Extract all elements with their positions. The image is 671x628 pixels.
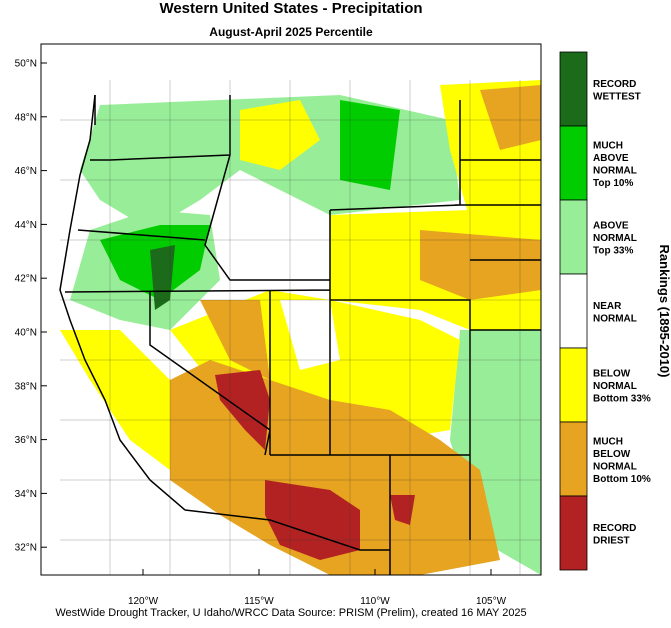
legend-label: ABOVE xyxy=(593,221,629,232)
lat-tick-label: 46°N xyxy=(15,166,37,177)
legend-swatch xyxy=(559,125,588,201)
title: Western United States - Precipitation xyxy=(159,0,422,17)
legend-label: ABOVE xyxy=(593,153,629,164)
lat-tick-label: 36°N xyxy=(15,435,37,446)
legend-label: WETTEST xyxy=(593,91,641,102)
lat-tick-label: 32°N xyxy=(15,543,37,554)
legend-label: Top 33% xyxy=(593,246,633,257)
map-frame xyxy=(40,43,542,576)
lon-tick-label: 105°W xyxy=(476,596,507,607)
legend-label: NORMAL xyxy=(593,233,637,244)
legend-label: MUCH xyxy=(593,436,623,447)
lat-tick-label: 40°N xyxy=(15,328,37,339)
lat-tick-label: 50°N xyxy=(15,59,37,70)
legend-title: Rankings (1895-2010) xyxy=(657,245,671,378)
legend-label: NORMAL xyxy=(593,381,637,392)
lon-tick-label: 110°W xyxy=(360,596,390,607)
footer: WestWide Drought Tracker, U Idaho/WRCC D… xyxy=(55,607,526,619)
legend-label: DRIEST xyxy=(593,535,630,546)
legend-swatch xyxy=(559,273,588,349)
legend-label: RECORD xyxy=(593,79,636,90)
legend-label: NORMAL xyxy=(593,165,637,176)
lat-tick-label: 42°N xyxy=(15,274,37,285)
lat-tick-label: 48°N xyxy=(15,112,37,123)
legend-label: BELOW xyxy=(593,369,631,380)
map-fill xyxy=(41,44,541,575)
legend-label: Bottom 10% xyxy=(593,474,651,485)
legend-label: NORMAL xyxy=(593,461,637,472)
subtitle: August-April 2025 Percentile xyxy=(209,25,373,39)
lon-tick-label: 120°W xyxy=(128,596,159,607)
legend-label: Top 10% xyxy=(593,178,633,189)
legend-swatch xyxy=(559,495,588,571)
legend-swatch xyxy=(559,347,588,423)
legend-swatch xyxy=(559,199,588,275)
lat-tick-label: 38°N xyxy=(15,381,37,392)
lat-tick-label: 34°N xyxy=(15,489,37,500)
legend-swatch xyxy=(559,51,588,127)
legend-label: NORMAL xyxy=(593,313,637,324)
legend-swatch xyxy=(559,421,588,497)
legend-label: NEAR xyxy=(593,301,622,312)
lon-tick-label: 115°W xyxy=(244,596,274,607)
legend-label: RECORD xyxy=(593,523,636,534)
legend-label: BELOW xyxy=(593,449,631,460)
lat-tick-label: 44°N xyxy=(15,220,37,231)
legend-label: MUCH xyxy=(593,140,623,151)
legend-label: Bottom 33% xyxy=(593,394,651,405)
